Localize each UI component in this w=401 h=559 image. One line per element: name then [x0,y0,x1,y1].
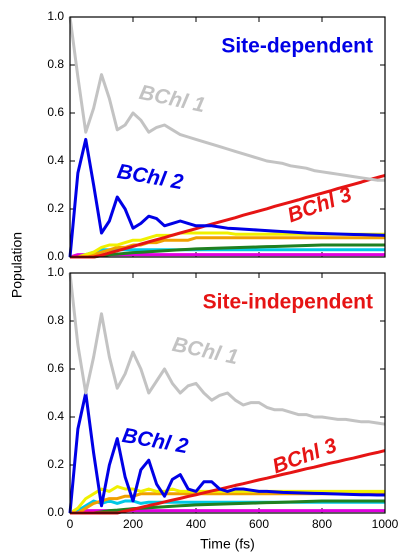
x-tick-label: 400 [186,517,206,531]
y-tick-label: 0.6 [47,361,64,375]
y-axis-label: Population [9,232,25,298]
x-tick-label: 800 [312,517,332,531]
panel-title: Site-independent [203,291,373,314]
series-line [70,173,386,259]
series-line [70,449,386,515]
y-tick-label: 1.0 [47,265,64,279]
y-tick-label: 0.4 [47,409,64,423]
x-tick-label: 200 [123,517,143,531]
y-tick-label: 0.2 [47,457,64,471]
series-line [68,272,386,426]
series-line [68,391,385,514]
y-tick-label: 0.0 [47,505,64,519]
y-tick-label: 0.2 [47,201,64,215]
y-tick-label: 0.4 [47,153,64,167]
series-line [70,499,385,515]
plot-frame [69,272,386,514]
series-line [70,243,385,259]
y-tick-label: 1.0 [47,9,64,23]
y-tick-label: 0.0 [47,249,64,263]
series-line [68,137,386,258]
series-line [68,16,385,182]
x-axis-label: Time (fs) [200,536,255,552]
y-tick-label: 0.6 [47,105,64,119]
y-tick-label: 0.8 [47,57,64,71]
y-tick-label: 0.8 [47,313,64,327]
series-line [70,236,385,259]
x-tick-label: 600 [249,517,269,531]
panel-title: Site-dependent [221,35,373,58]
plot-frame [69,16,386,258]
x-tick-label: 1000 [372,517,399,531]
x-tick-label: 0 [67,517,74,531]
